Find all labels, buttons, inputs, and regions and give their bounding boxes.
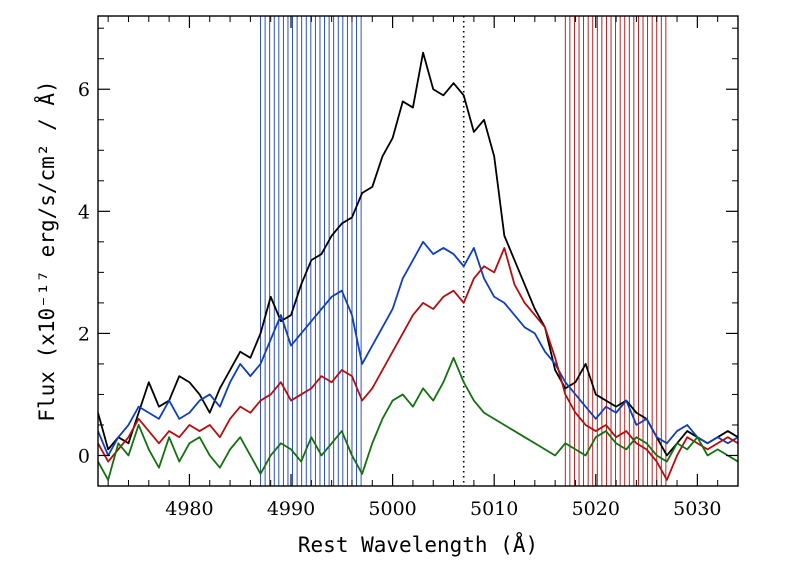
series-line-1 bbox=[98, 240, 738, 457]
y-axis-label: Flux (x10⁻¹⁷ erg/s/cm² / Å) bbox=[33, 80, 59, 421]
y-tick-label: 0 bbox=[78, 445, 90, 467]
series-line-2 bbox=[98, 247, 738, 481]
series-line-3 bbox=[98, 356, 738, 481]
y-tick-label: 4 bbox=[78, 201, 90, 223]
x-tick-label: 5010 bbox=[470, 498, 518, 520]
axis-ticks bbox=[98, 16, 739, 487]
x-tick-label: 4990 bbox=[267, 498, 315, 520]
x-tick-label: 5000 bbox=[368, 498, 416, 520]
y-tick-label: 6 bbox=[78, 79, 90, 101]
axis-tick-labels: 4980 4990 5000 5010 5020 5030 0 2 4 6 bbox=[78, 79, 722, 520]
series-line-0 bbox=[98, 51, 738, 457]
band-0 bbox=[260, 16, 362, 486]
x-axis-label: Rest Wavelength (Å) bbox=[298, 531, 538, 557]
x-tick-label: 4980 bbox=[165, 498, 213, 520]
x-tick-label: 5030 bbox=[673, 498, 721, 520]
band-1 bbox=[564, 16, 667, 486]
y-tick-label: 2 bbox=[78, 323, 90, 345]
series-layer bbox=[98, 51, 738, 481]
plot-frame bbox=[97, 15, 739, 487]
x-tick-label: 5020 bbox=[572, 498, 620, 520]
